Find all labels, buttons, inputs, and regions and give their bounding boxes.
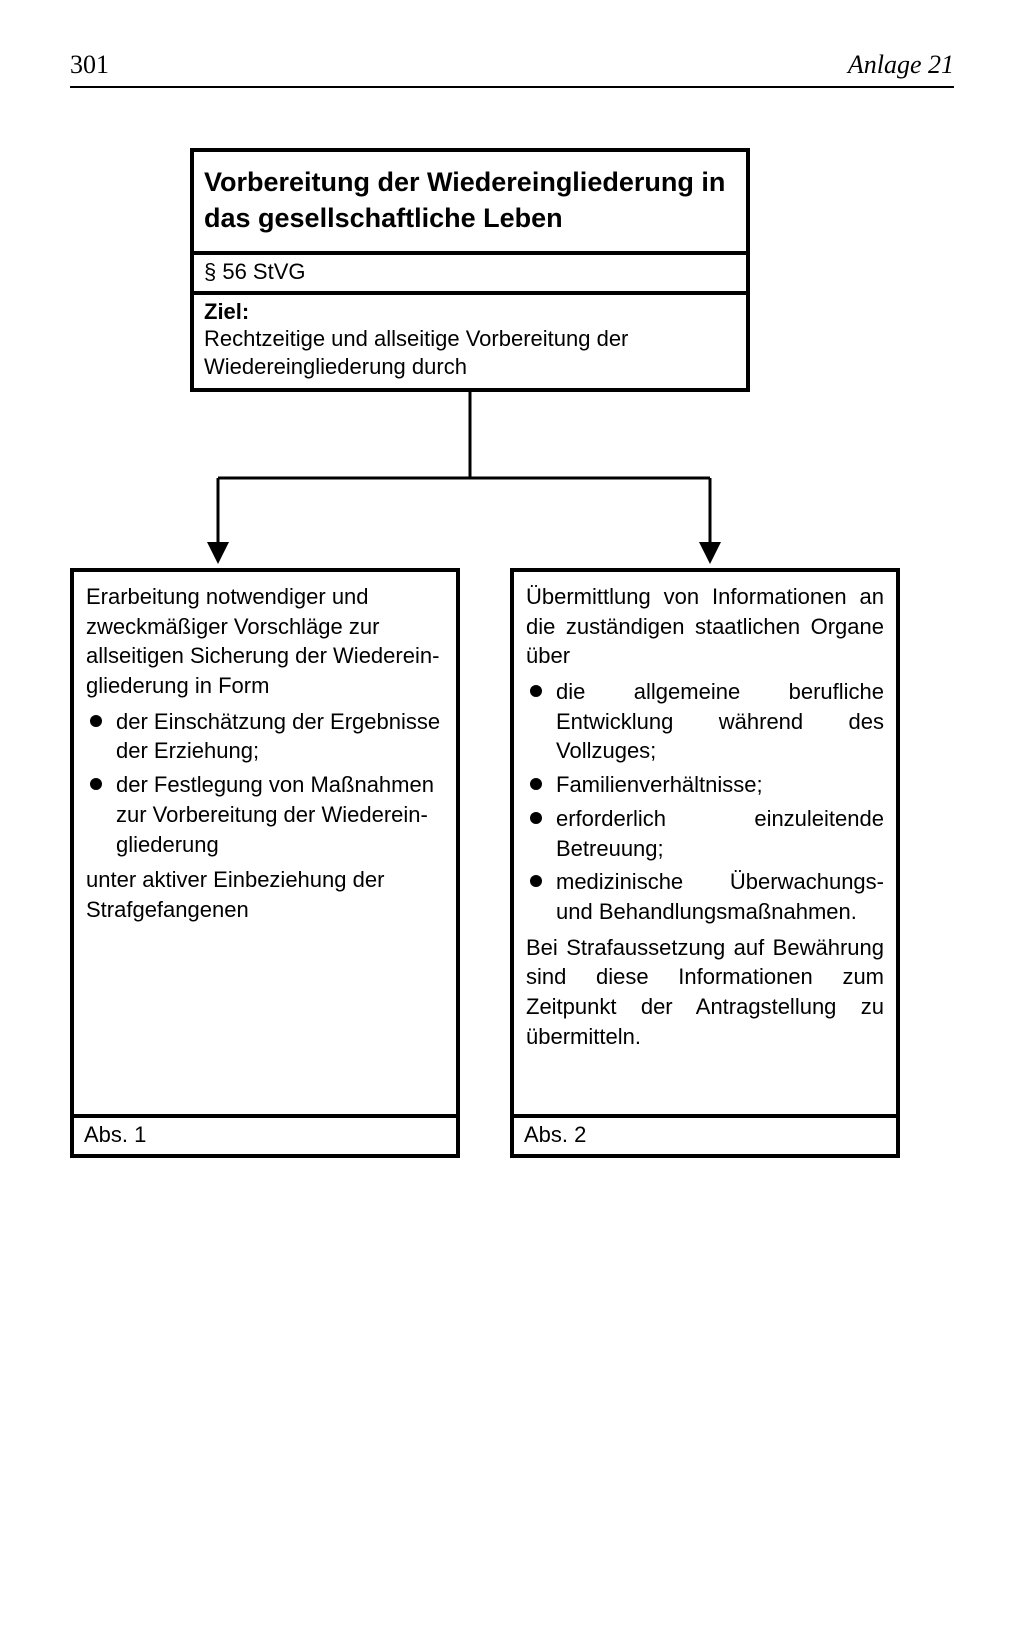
bullet-item: erforderlich einzulei­tende Betreuung; bbox=[526, 804, 884, 863]
child-intro: Übermittlung von Informa­tionen an die z… bbox=[526, 582, 884, 671]
top-node-title: Vorbereitung der Wiedereingliederung in … bbox=[190, 148, 750, 255]
child-body: Übermittlung von Informa­tionen an die z… bbox=[514, 572, 896, 1114]
ziel-text: Rechtzeitige und allseitige Vorbereitung… bbox=[204, 326, 628, 380]
page-number: 301 bbox=[70, 50, 109, 80]
top-node: Vorbereitung der Wiedereingliederung in … bbox=[190, 148, 750, 392]
anlage-label: Anlage 21 bbox=[848, 50, 954, 80]
flowchart: Vorbereitung der Wiedereingliederung in … bbox=[70, 148, 954, 1348]
top-node-ref: § 56 StVG bbox=[190, 255, 750, 295]
bullet-item: medizinische Über­wachungs- und Behand­l… bbox=[526, 867, 884, 926]
child-body: Erarbeitung notwendiger und zweckmäßiger… bbox=[74, 572, 456, 1114]
child-outro: Bei Strafaussetzung auf Bewährung sind d… bbox=[526, 933, 884, 1052]
child-footer: Abs. 2 bbox=[514, 1114, 896, 1154]
bullet-item: die allgemeine beruf­liche Entwicklung w… bbox=[526, 677, 884, 766]
page-header: 301 Anlage 21 bbox=[70, 50, 954, 88]
child-node-left: Erarbeitung notwendiger und zweckmäßiger… bbox=[70, 568, 460, 1158]
child-bullets: die allgemeine beruf­liche Entwicklung w… bbox=[526, 677, 884, 927]
page: 301 Anlage 21 Vorbereitung der Wiederein… bbox=[0, 0, 1024, 1640]
bullet-item: Familienverhältnisse; bbox=[526, 770, 884, 800]
child-bullets: der Einschätzung der Ergebnisse der Erzi… bbox=[86, 707, 444, 859]
child-intro: Erarbeitung notwendiger und zweckmäßiger… bbox=[86, 582, 444, 701]
top-node-ziel: Ziel: Rechtzeitige und allseitige Vorber… bbox=[190, 295, 750, 392]
child-node-right: Übermittlung von Informa­tionen an die z… bbox=[510, 568, 900, 1158]
child-outro: unter aktiver Einbeziehung der Strafgefa… bbox=[86, 865, 444, 924]
bullet-item: der Einschätzung der Ergebnisse der Erzi… bbox=[86, 707, 444, 766]
bullet-item: der Festlegung von Maßnahmen zur Vorbe­r… bbox=[86, 770, 444, 859]
ziel-label: Ziel: bbox=[204, 299, 249, 324]
child-footer: Abs. 1 bbox=[74, 1114, 456, 1154]
